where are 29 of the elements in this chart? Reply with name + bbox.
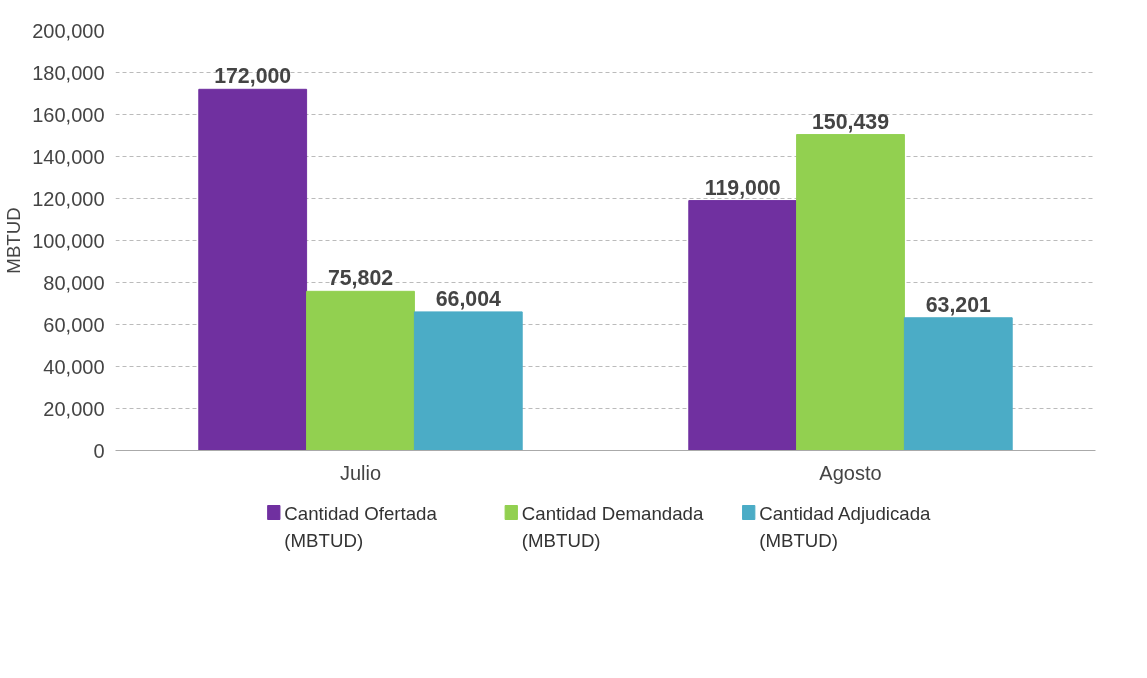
y-tick-label: 100,000 bbox=[32, 229, 105, 252]
legend-label: Cantidad Demandada (MBTUD) bbox=[521, 502, 704, 551]
text: 66,004 bbox=[435, 286, 501, 311]
y-tick-label: 80,000 bbox=[43, 271, 105, 294]
legend-label: Cantidad Ofertada (MBTUD) bbox=[284, 502, 438, 551]
text: 63,201 bbox=[925, 292, 991, 317]
y-tick-label: 60,000 bbox=[43, 313, 105, 336]
bar bbox=[413, 311, 523, 451]
y-tick-label: 200,000 bbox=[32, 19, 105, 42]
text: 75,802 bbox=[327, 266, 394, 291]
bar bbox=[903, 317, 1013, 451]
x-tick-label: Agosto bbox=[819, 461, 882, 484]
y-tick-label: 0 bbox=[93, 439, 105, 462]
bar bbox=[306, 290, 415, 451]
y-tick-label: 120,000 bbox=[32, 187, 105, 210]
x-tick-label: Julio bbox=[339, 461, 382, 484]
y-axis-title: MBTUD bbox=[3, 207, 25, 274]
y-tick-label: 140,000 bbox=[32, 145, 105, 168]
bar bbox=[688, 200, 798, 451]
y-tick-label: 160,000 bbox=[32, 103, 105, 126]
text: 172,000 bbox=[214, 64, 292, 89]
y-tick-label: 40,000 bbox=[43, 355, 105, 378]
bar bbox=[198, 88, 308, 451]
legend-label: Cantidad Adjudicada (MBTUD) bbox=[759, 502, 932, 551]
text: 150,439 bbox=[811, 109, 890, 134]
y-tick-label: 180,000 bbox=[32, 61, 105, 84]
y-tick-label: 20,000 bbox=[43, 397, 105, 420]
bar bbox=[796, 134, 905, 451]
text: 119,000 bbox=[704, 175, 781, 200]
